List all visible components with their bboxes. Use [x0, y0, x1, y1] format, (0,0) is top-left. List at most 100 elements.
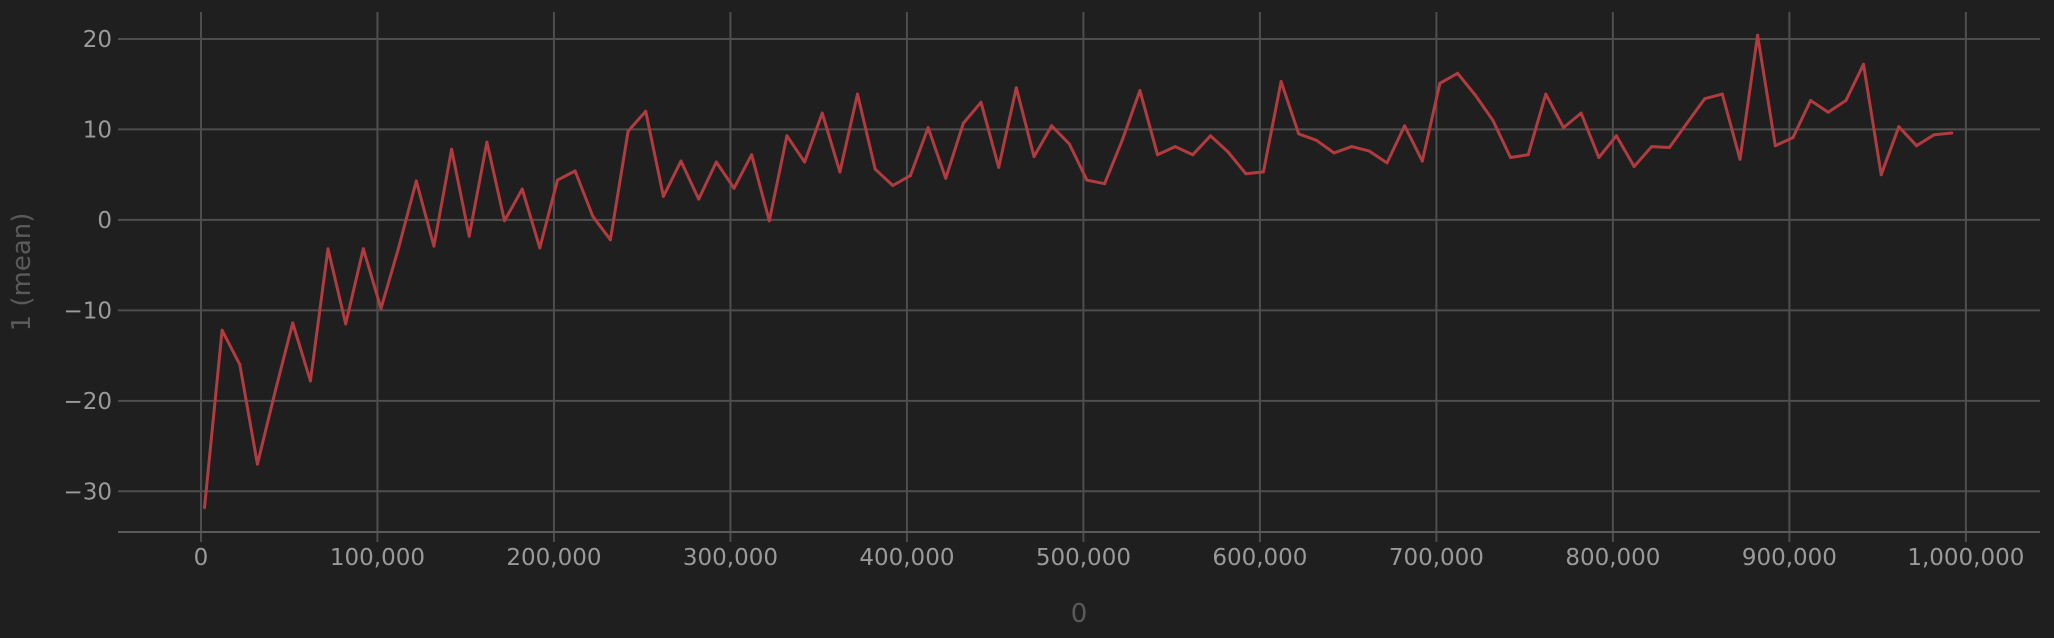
data-point — [1809, 99, 1813, 102]
x-tick-label: 1,000,000 — [1907, 545, 2024, 571]
data-point — [908, 174, 912, 178]
data-point — [556, 178, 559, 182]
data-point — [467, 234, 471, 238]
data-point — [203, 506, 206, 510]
data-point — [1650, 145, 1654, 149]
data-point — [767, 219, 771, 223]
data-point — [1032, 155, 1036, 159]
data-point — [414, 179, 418, 183]
x-tick-label: 900,000 — [1742, 545, 1837, 571]
data-point — [1950, 131, 1954, 135]
x-tick-label: 500,000 — [1036, 545, 1131, 571]
data-point — [432, 244, 436, 248]
data-point — [1191, 153, 1195, 157]
x-tick-label: 200,000 — [506, 545, 601, 571]
data-point — [1314, 138, 1318, 142]
data-point — [1456, 71, 1460, 75]
y-tick-label: −30 — [63, 479, 112, 505]
data-point — [856, 92, 859, 96]
x-tick-label: 800,000 — [1565, 545, 1660, 571]
data-point — [1473, 93, 1477, 97]
data-point — [644, 109, 648, 113]
data-point — [1385, 161, 1389, 165]
data-point — [1791, 136, 1795, 140]
data-point — [1438, 81, 1442, 85]
data-point — [1614, 134, 1618, 138]
y-tick-label: 10 — [83, 117, 112, 143]
x-tick-labels: 0 100,000 200,000 300,000 400,000 500,000 600,… — [194, 545, 2025, 571]
x-tick-label: 300,000 — [683, 545, 778, 571]
data-point — [1562, 126, 1565, 130]
data-point — [1773, 144, 1777, 148]
data-point — [397, 246, 401, 250]
data-point — [1632, 165, 1636, 168]
data-point — [1720, 92, 1724, 96]
data-point — [697, 197, 701, 201]
data-point — [450, 147, 454, 151]
data-point — [926, 126, 930, 130]
data-point — [291, 321, 295, 325]
data-point — [891, 184, 895, 187]
data-point — [1085, 178, 1089, 182]
data-point — [803, 160, 807, 164]
data-point — [273, 390, 277, 394]
data-point — [838, 170, 842, 174]
x-tick-label: 600,000 — [1212, 545, 1307, 571]
data-point — [1897, 125, 1901, 129]
data-point — [1156, 153, 1159, 157]
series-layer — [203, 33, 1954, 510]
data-point — [361, 247, 365, 251]
data-point — [997, 165, 1001, 169]
data-point — [1579, 111, 1583, 115]
data-point — [1420, 159, 1424, 163]
data-point — [1138, 89, 1142, 92]
gridlines — [118, 12, 2040, 542]
data-point — [608, 238, 612, 242]
data-point — [750, 153, 754, 157]
data-point — [573, 169, 577, 173]
x-tick-label: 0 — [194, 545, 209, 571]
x-tick-label: 700,000 — [1389, 545, 1484, 571]
y-tick-label: 20 — [83, 27, 112, 53]
y-tick-label: −20 — [63, 389, 112, 415]
data-point — [661, 194, 665, 198]
data-point — [1826, 110, 1830, 114]
data-point — [820, 111, 824, 115]
data-point — [1526, 153, 1530, 157]
x-tick-label: 100,000 — [330, 545, 425, 571]
data-point — [1050, 124, 1054, 128]
data-point — [255, 462, 259, 466]
data-point — [1756, 33, 1760, 37]
data-point — [1738, 157, 1742, 161]
data-point — [1932, 133, 1936, 137]
data-point — [1915, 144, 1918, 148]
data-point — [1879, 173, 1883, 177]
data-point — [873, 167, 877, 171]
data-point — [1862, 62, 1865, 66]
y-tick-label: 0 — [97, 208, 112, 234]
data-point — [1261, 170, 1265, 174]
data-point — [308, 379, 312, 383]
data-point — [732, 186, 736, 190]
data-point — [1244, 172, 1248, 176]
data-point — [1509, 156, 1512, 159]
data-point — [679, 159, 683, 163]
data-point — [238, 363, 242, 367]
data-point — [1544, 92, 1548, 96]
data-point — [1403, 124, 1407, 128]
data-point — [1703, 97, 1707, 101]
data-point — [379, 307, 383, 310]
y-tick-label: −10 — [63, 298, 112, 324]
data-point — [1685, 121, 1689, 125]
data-point — [503, 219, 506, 223]
data-point — [1279, 80, 1283, 83]
data-point — [944, 176, 948, 180]
data-point — [520, 187, 524, 191]
data-point — [785, 134, 789, 138]
data-point — [1226, 150, 1230, 154]
data-point — [961, 121, 965, 125]
data-point — [591, 214, 595, 218]
data-point — [1667, 146, 1671, 149]
x-axis-title: 0 — [1071, 599, 1088, 629]
